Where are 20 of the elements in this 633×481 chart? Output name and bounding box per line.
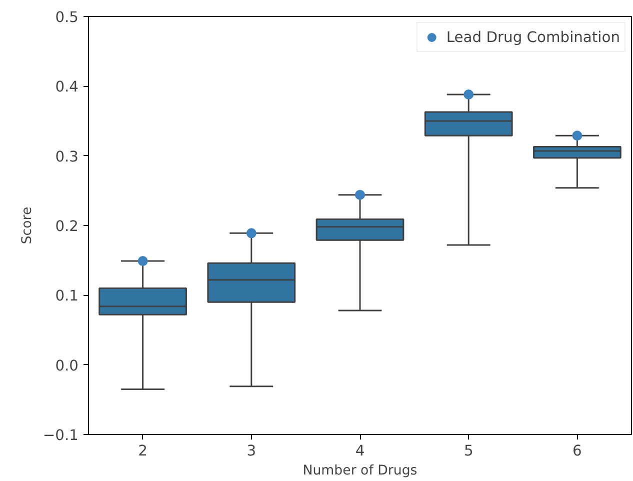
- point: [246, 228, 256, 238]
- x-tick-label: 2: [138, 442, 148, 460]
- y-tick-label: 0.2: [55, 218, 79, 235]
- y-axis-title: Score: [20, 206, 35, 244]
- y-tick-label: 0.1: [55, 288, 79, 305]
- x-axis-title: Number of Drugs: [302, 464, 418, 478]
- y-tick-label: 0.0: [55, 357, 79, 374]
- y-tick-label: 0.4: [55, 78, 79, 96]
- y-tick-label: 0.5: [55, 9, 79, 26]
- x-tick-label: 6: [572, 442, 582, 460]
- legend-label: Lead Drug Combination: [446, 28, 620, 46]
- point: [355, 190, 365, 200]
- x-tick-label: 4: [355, 442, 365, 460]
- y-tick-label: −0.1: [42, 427, 79, 444]
- x-tick-label: 5: [464, 442, 474, 460]
- point: [138, 256, 148, 266]
- y-tick-label: 0.3: [55, 148, 79, 166]
- point: [572, 130, 582, 141]
- x-tick-label: 3: [246, 442, 256, 460]
- point: [464, 90, 474, 100]
